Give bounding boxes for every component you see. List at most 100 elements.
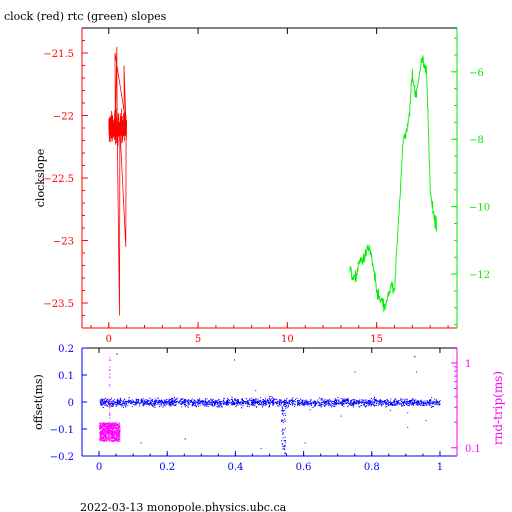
offset-point [250,404,252,406]
offset-point [300,398,302,400]
offset-point [408,401,410,402]
offset-point [193,403,195,405]
offset-point [114,401,116,403]
offset-point [154,398,156,400]
rnd-trip-point [99,439,101,441]
offset-point [370,402,372,404]
offset-point [228,402,230,404]
top-y-axis-label: clockslope [34,149,47,207]
offset-point [381,405,383,407]
offset-point [362,399,364,401]
offset-point [193,399,195,401]
rnd-trip-point [111,433,113,435]
offset-point [273,398,274,400]
offset-point [299,402,301,404]
offset-dip-point [282,444,284,445]
offset-point [323,400,325,402]
offset-point [366,405,368,407]
offset-point [320,401,322,403]
offset-point [285,402,287,404]
rnd-trip-point [106,423,108,424]
offset-point [219,403,221,405]
rnd-trip-point [113,438,115,440]
offset-point [299,403,301,405]
offset-point [243,401,245,403]
rnd-trip-point [106,437,107,439]
offset-point [117,399,119,401]
rnd-trip-point [114,433,116,435]
offset-point [342,404,343,406]
rnd-trip-point [109,428,111,430]
rnd-trip-spike-point [109,417,111,419]
offset-point [135,400,137,402]
rnd-trip-point [116,433,118,435]
offset-point [263,401,265,403]
offset-point [400,403,402,405]
offset-point [184,404,186,406]
offset-point [213,402,214,404]
offset-point [406,401,408,403]
offset-point [351,402,353,404]
offset-point [121,404,123,406]
offset-point [226,401,228,403]
offset-point [431,402,433,404]
rnd-trip-point [113,435,115,437]
offset-point [372,399,374,401]
offset-point [262,406,264,408]
offset-point [252,401,253,403]
offset-point [141,400,143,401]
offset-point [430,402,432,404]
offset-point [199,401,201,403]
offset-point [255,390,257,392]
offset-point [437,401,439,403]
rnd-trip-point [101,427,103,428]
offset-point [243,400,244,402]
offset-point [361,399,363,401]
rnd-trip-point [119,433,121,435]
rnd-trip-point [103,430,105,432]
offset-point [135,398,137,400]
rnd-trip-spike-point [109,384,111,385]
offset-point [344,400,346,402]
bottom-x-tick-label: 0.8 [364,462,380,473]
rnd-trip-point [108,425,110,427]
offset-point [139,402,141,404]
offset-point [172,399,174,401]
clock-series [108,46,127,316]
offset-point [317,399,319,401]
rnd-trip-point [118,438,120,440]
offset-point [335,400,337,402]
offset-point [102,401,104,403]
offset-point [195,405,197,407]
offset-point [125,404,127,405]
rnd-trip-point [113,436,115,438]
offset-point [230,404,232,406]
offset-point [346,403,347,405]
rnd-trip-point [115,432,117,434]
offset-point [234,359,235,361]
offset-point [289,402,290,404]
offset-point [373,405,375,407]
offset-point [197,399,199,401]
rnd-trip-point [101,426,103,428]
offset-point [365,401,367,403]
rnd-trip-point [99,431,101,433]
offset-point [423,402,425,404]
offset-point [387,400,389,402]
offset-point [354,399,356,401]
offset-point [429,399,430,401]
offset-point [314,400,316,402]
offset-point [368,403,370,405]
offset-point [211,404,213,406]
rnd-trip-point [111,432,112,434]
offset-point [418,401,419,403]
offset-point [273,398,275,400]
offset-point [229,400,231,401]
offset-point [276,398,278,400]
rnd-trip-point [99,428,101,430]
offset-point [226,402,227,404]
offset-point [184,438,186,440]
offset-point [347,399,349,401]
offset-point [123,402,125,404]
offset-point [100,404,102,406]
